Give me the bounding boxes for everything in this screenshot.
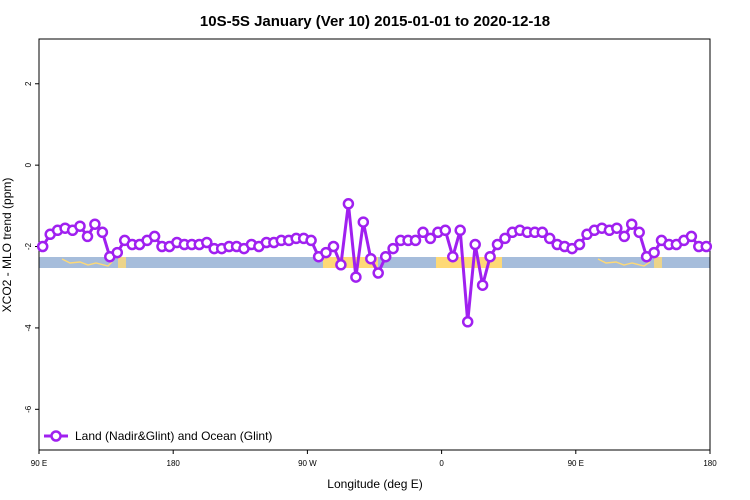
data-point bbox=[447, 250, 459, 263]
data-point bbox=[320, 246, 332, 259]
data-point bbox=[461, 316, 474, 328]
land-band-africa bbox=[436, 257, 502, 268]
data-point bbox=[611, 222, 623, 234]
x-axis-label: Longitude (deg E) bbox=[327, 477, 422, 491]
land-band-pacific bbox=[323, 257, 378, 268]
data-point bbox=[543, 232, 556, 245]
data-point bbox=[148, 230, 161, 243]
data-point bbox=[350, 271, 362, 283]
data-point bbox=[469, 238, 481, 251]
data-point bbox=[409, 234, 422, 247]
x-tick-label: 90 E bbox=[568, 459, 584, 468]
series-layer bbox=[36, 198, 713, 328]
data-point bbox=[201, 236, 213, 249]
data-point bbox=[89, 218, 101, 230]
data-point bbox=[491, 238, 504, 251]
y-tick-label: -2 bbox=[24, 242, 33, 250]
data-point bbox=[372, 267, 384, 279]
data-point bbox=[573, 238, 586, 251]
data-point bbox=[417, 226, 429, 239]
x-tick-label: 90 W bbox=[298, 459, 317, 468]
data-point bbox=[499, 232, 511, 245]
data-point bbox=[111, 246, 124, 259]
x-tick-label: 180 bbox=[167, 459, 181, 468]
y-tick-label: 2 bbox=[24, 81, 33, 86]
data-point bbox=[625, 218, 638, 230]
x-tick-label: 0 bbox=[439, 459, 444, 468]
data-point bbox=[685, 230, 698, 243]
data-point bbox=[536, 226, 549, 239]
x-tick-label: 90 E bbox=[31, 459, 47, 468]
y-tick-label: -4 bbox=[24, 324, 33, 332]
land-speckle-indonesia-west bbox=[61, 258, 113, 267]
chart-title: 10S-5S January (Ver 10) 2015-01-01 to 20… bbox=[200, 13, 550, 30]
land-speckle-indonesia-east bbox=[597, 258, 651, 267]
land-patch-west bbox=[118, 257, 126, 268]
y-tick-label: 0 bbox=[24, 162, 33, 167]
data-point bbox=[476, 279, 489, 291]
data-point bbox=[36, 240, 49, 253]
y-axis: 2 0 -2 -4 -6 bbox=[24, 81, 39, 413]
legend-marker bbox=[50, 430, 62, 442]
data-point bbox=[454, 224, 466, 237]
data-point bbox=[335, 259, 347, 271]
data-point bbox=[342, 198, 355, 210]
data-point bbox=[387, 242, 399, 255]
land-patch-east bbox=[654, 257, 662, 268]
data-point bbox=[365, 252, 377, 265]
data-point bbox=[81, 230, 94, 243]
data-point bbox=[439, 224, 452, 237]
x-tick-label: 180 bbox=[703, 459, 717, 468]
legend-label: Land (Nadir&Glint) and Ocean (Glint) bbox=[75, 429, 272, 443]
data-point bbox=[618, 230, 631, 243]
y-tick-label: -6 bbox=[24, 405, 33, 413]
data-point bbox=[327, 240, 340, 253]
legend: Land (Nadir&Glint) and Ocean (Glint) bbox=[44, 429, 272, 443]
data-point bbox=[633, 226, 645, 239]
data-point bbox=[305, 234, 317, 247]
data-point bbox=[700, 240, 713, 253]
data-point bbox=[357, 216, 370, 228]
data-point bbox=[74, 220, 86, 232]
data-point bbox=[484, 250, 496, 263]
data-point bbox=[379, 250, 392, 263]
y-axis-label: XCO2 - MLO trend (ppm) bbox=[0, 178, 14, 313]
x-axis: 90 E 180 90 W 0 90 E 180 bbox=[31, 450, 717, 468]
data-point bbox=[648, 246, 660, 259]
data-point bbox=[96, 226, 109, 239]
data-point bbox=[424, 232, 437, 245]
